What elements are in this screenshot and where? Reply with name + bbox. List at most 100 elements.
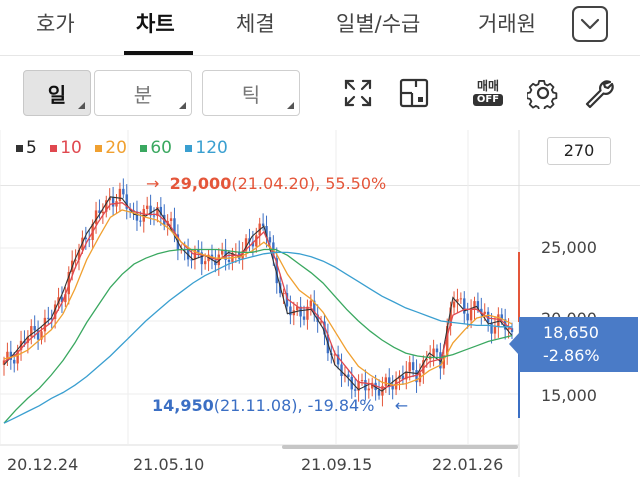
tabs-divider — [0, 55, 640, 56]
layout-button[interactable] — [397, 76, 431, 110]
candle-body — [152, 215, 156, 217]
grid-lines — [0, 130, 519, 445]
period-tick-button[interactable]: 틱 — [202, 70, 300, 116]
candle-body — [497, 314, 500, 327]
candle-body — [149, 205, 152, 216]
candle-body — [493, 326, 497, 334]
left-arrow-icon: ← — [394, 396, 409, 415]
candle-body — [476, 301, 480, 309]
candle-body — [405, 371, 408, 380]
legend-label: 60 — [150, 138, 172, 158]
candle-body — [510, 328, 514, 332]
candle-body — [483, 311, 486, 314]
candle-body — [401, 375, 405, 380]
candle-body — [74, 259, 77, 261]
candle-body — [227, 259, 231, 262]
candle-body — [43, 317, 47, 332]
candle-body — [159, 206, 163, 215]
candle-body — [255, 235, 258, 247]
candle-body — [377, 390, 381, 396]
legend-label: 20 — [105, 138, 127, 158]
legend-item-120: 120 — [185, 138, 228, 158]
candle-body — [135, 211, 139, 221]
candle-body — [333, 354, 336, 356]
candle-count-input[interactable]: 270 — [547, 137, 611, 165]
candle-body — [214, 260, 217, 266]
candle-body — [415, 370, 418, 383]
gear-icon — [527, 80, 558, 109]
period-minute-button[interactable]: 분 — [94, 70, 192, 116]
date-label: 20.12.24 — [7, 455, 79, 474]
candle-body — [2, 360, 6, 365]
candle-body — [217, 254, 220, 266]
candle-body — [94, 210, 98, 224]
candle-body — [422, 360, 425, 374]
date-label: 21.05.10 — [133, 455, 205, 474]
candle-body — [98, 210, 101, 213]
candle-body — [350, 376, 353, 390]
candle-body — [306, 306, 309, 320]
candle-body — [480, 308, 483, 314]
candle-body — [296, 306, 299, 311]
candle-body — [302, 316, 306, 320]
candle-body — [299, 306, 302, 317]
period-day-button[interactable]: 일 — [23, 70, 91, 116]
tab-trades[interactable]: 체결 — [236, 12, 275, 36]
candle-body — [275, 258, 278, 284]
candle-body — [357, 381, 360, 391]
candle-body — [67, 271, 70, 295]
tab-daily-flow[interactable]: 일별/수급 — [336, 12, 421, 36]
tab-brokers[interactable]: 거래원 — [478, 12, 536, 36]
candle-body — [36, 330, 40, 340]
candle-body — [173, 218, 176, 235]
trade-toggle-off-badge: OFF — [472, 94, 504, 106]
candle-body — [101, 211, 105, 213]
horizontal-scrollbar[interactable] — [282, 445, 518, 449]
candle-body — [244, 238, 248, 251]
candle-body — [13, 359, 16, 364]
tab-chart[interactable]: 차트 — [136, 12, 175, 36]
toolbar-divider — [0, 185, 640, 186]
candle-body — [50, 318, 53, 320]
date-label: 22.01.26 — [432, 455, 504, 474]
candle-body — [336, 354, 340, 365]
candle-body — [30, 326, 33, 337]
ma-line-120 — [3, 251, 512, 424]
price-chart[interactable] — [0, 130, 640, 477]
settings-button[interactable] — [526, 76, 560, 110]
chevron-down-icon — [580, 18, 600, 30]
tools-button[interactable] — [582, 76, 616, 110]
candle-body — [268, 237, 272, 243]
candle-body — [88, 239, 91, 241]
candle-body — [200, 252, 203, 265]
candle-body — [261, 223, 265, 227]
candle-body — [53, 304, 57, 320]
corner-triangle-icon — [179, 102, 186, 109]
candle-body — [26, 336, 30, 343]
candle-body — [340, 364, 343, 377]
legend-item-5: 5 — [16, 138, 37, 158]
candle-body — [411, 362, 415, 371]
candle-body — [391, 386, 394, 390]
candle-body — [449, 307, 452, 327]
candle-body — [241, 250, 244, 259]
legend-swatch — [185, 144, 193, 152]
expand-icon — [344, 79, 372, 107]
legend-swatch — [140, 144, 148, 152]
candle-body — [439, 352, 442, 369]
candle-body — [473, 301, 476, 309]
legend-item-60: 60 — [140, 138, 172, 158]
candle-body — [452, 301, 456, 308]
low-price-value: 14,950 — [152, 396, 214, 415]
wrench-icon — [585, 80, 614, 109]
period-day-label: 일 — [47, 82, 67, 107]
ma-legend: 5 10 20 60 120 — [16, 138, 236, 158]
trade-toggle-button[interactable]: 매매 OFF — [470, 76, 506, 110]
candle-body — [319, 321, 323, 323]
tab-orderbook[interactable]: 호가 — [36, 12, 75, 36]
low-price-detail: (21.11.08), -19.84% — [213, 396, 375, 415]
fullscreen-button[interactable] — [341, 76, 375, 110]
high-price-annotation: → 29,000(21.04.20), 55.50% — [146, 174, 386, 193]
high-price-value: 29,000 — [169, 174, 232, 193]
more-tabs-button[interactable] — [572, 6, 608, 42]
